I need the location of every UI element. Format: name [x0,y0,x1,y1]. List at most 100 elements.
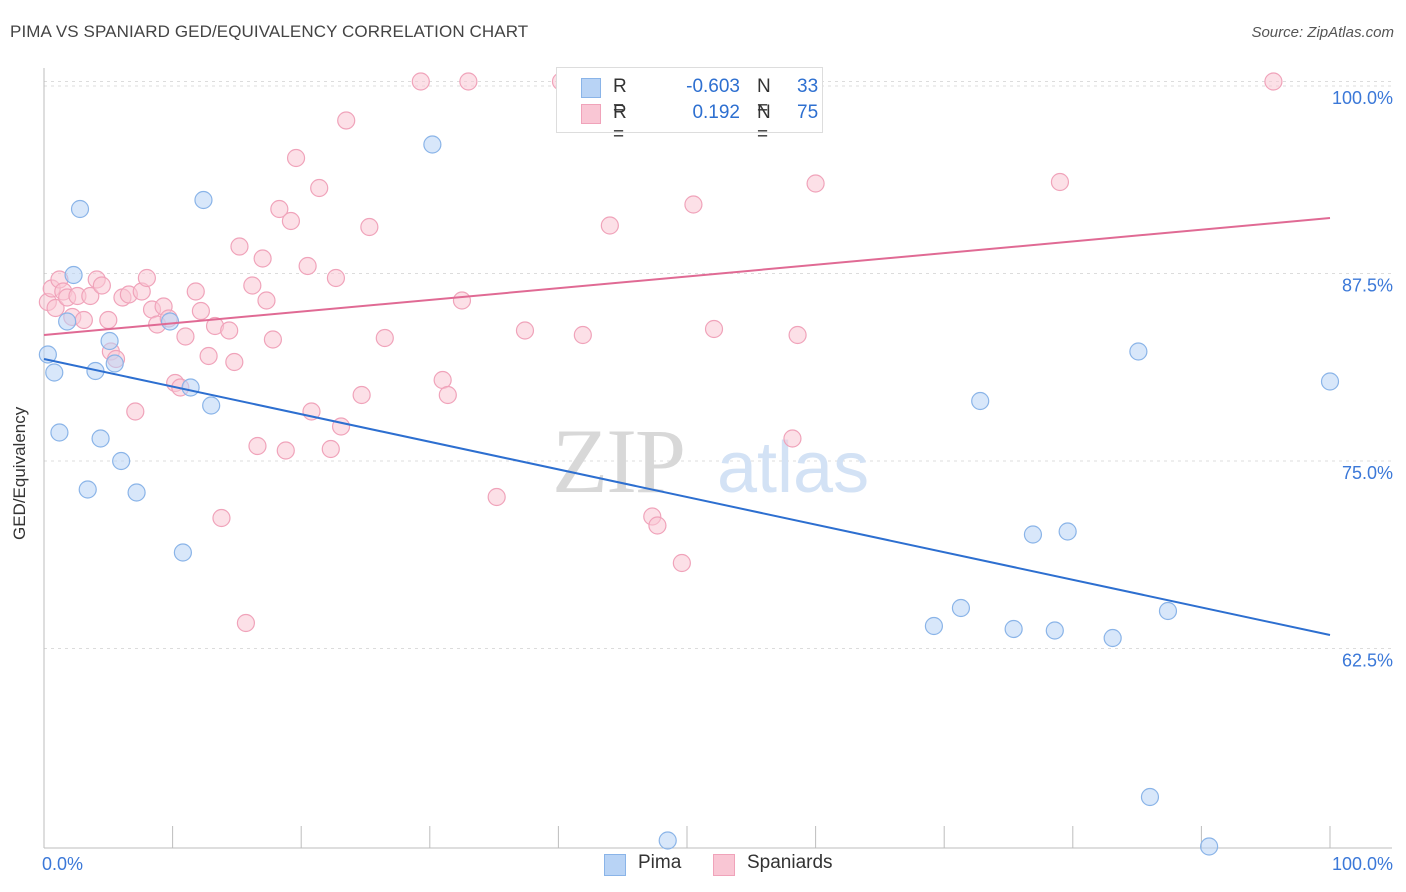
pima-points [38,135,1340,856]
pima-legend-label: Pima [638,852,682,873]
pima-point [91,429,110,448]
y-tick-label: 100.0% [1332,88,1393,108]
pima-point [38,345,57,364]
pima-point [1045,621,1064,640]
spaniards-point [99,310,118,330]
spaniards-point [276,441,295,460]
spaniards-point [704,319,724,339]
spaniards-point [230,237,249,256]
pima-point [127,483,146,502]
pima-point [1320,372,1340,391]
spaniards-point [191,301,210,321]
spaniards-point [46,298,65,318]
spaniards-point [806,174,825,193]
pima-point [64,265,83,285]
pima-point [194,190,213,210]
spaniards-point [672,553,691,573]
spaniards-point [263,330,283,349]
spaniards-n-value: 75 [797,102,819,123]
spaniards-point [92,276,111,295]
spaniards-point [212,508,231,528]
pima-point [78,480,97,499]
spaniards-r-value: 0.192 [692,102,740,123]
pima-point [202,396,221,415]
pima-point [58,312,77,331]
pima-point [50,423,69,442]
spaniards-point [298,256,317,276]
spaniards-point [81,286,100,306]
r-label: R = [613,102,627,145]
pima-r-value: -0.603 [686,76,740,97]
spaniards-point [220,321,239,340]
n-label: N = [757,102,771,145]
spaniards-point [257,291,276,310]
pima-point [1004,619,1023,639]
pima-point [1200,837,1219,856]
pima-point [924,616,944,636]
pima-point [1103,628,1122,648]
spaniards-point [788,325,807,345]
pima-point [1058,522,1077,541]
spaniards-point [573,325,592,345]
spaniards-point [352,385,371,405]
spaniards-point [648,516,667,535]
spaniards-point [137,268,156,288]
watermark-zip: ZIP [552,410,684,512]
pima-legend-swatch [604,854,626,876]
pima-point [70,199,90,219]
spaniards-point [74,310,93,330]
pima-point [173,543,192,562]
spaniards-point [236,613,256,633]
spaniards-point [360,217,379,237]
pima-point [971,391,990,411]
tick-labels: 100.0% 87.5% 75.0% 62.5% 0.0% 100.0% [42,88,1393,874]
pima-point [1158,601,1178,621]
spaniards-point [684,195,703,214]
pima-point [1023,525,1043,544]
pima-point [105,354,124,373]
pima-point [100,331,119,351]
spaniards-point [487,487,506,507]
spaniards-point [459,72,478,91]
pima-point [423,135,442,154]
r-label: R = [613,76,627,119]
pima-swatch [581,78,601,98]
stats-legend: R = -0.603 N = 33 R = 0.192 N = 75 [556,67,823,145]
x-tick-label: 0.0% [42,854,83,874]
spaniards-point [253,249,272,268]
spaniards-point [199,346,218,366]
source-label: Source: ZipAtlas.com [1251,24,1394,41]
pima-point [1140,787,1160,807]
pima-point [1129,342,1148,361]
spaniards-point [452,291,472,310]
spaniards-point [375,328,394,348]
x-tick-label: 100.0% [1332,854,1393,874]
spaniards-point [321,439,340,459]
pima-point [181,378,200,397]
spaniards-point [126,402,145,421]
watermark: ZIP atlas [552,410,869,512]
pima-point [112,451,131,471]
pima-point [160,312,180,331]
spaniards-point [326,268,346,288]
pima-trend-line [43,358,1331,636]
spaniards-trend-line [43,217,1331,336]
pima-point [658,831,677,850]
gridlines [44,81,1392,649]
pima-n-value: 33 [797,76,819,97]
pima-point [951,598,971,618]
chart-title: PIMA VS SPANIARD GED/EQUIVALENCY CORRELA… [10,22,529,41]
spaniards-point [515,321,535,340]
spaniards-legend-label: Spaniards [747,852,833,873]
spaniards-point [1264,72,1283,91]
y-tick-label: 75.0% [1342,463,1393,483]
spaniards-point [310,178,329,198]
trend-lines [43,217,1331,636]
spaniards-point [243,276,262,295]
spaniards-points [38,72,1283,633]
spaniards-point [286,148,306,168]
pima-point [45,363,64,382]
spaniards-point [248,436,267,456]
spaniards-point [783,429,802,448]
